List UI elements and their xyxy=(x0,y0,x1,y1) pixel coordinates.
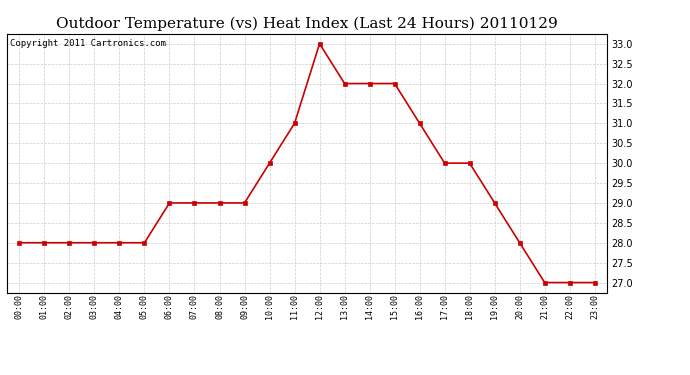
Title: Outdoor Temperature (vs) Heat Index (Last 24 Hours) 20110129: Outdoor Temperature (vs) Heat Index (Las… xyxy=(56,17,558,31)
Text: Copyright 2011 Cartronics.com: Copyright 2011 Cartronics.com xyxy=(10,39,166,48)
